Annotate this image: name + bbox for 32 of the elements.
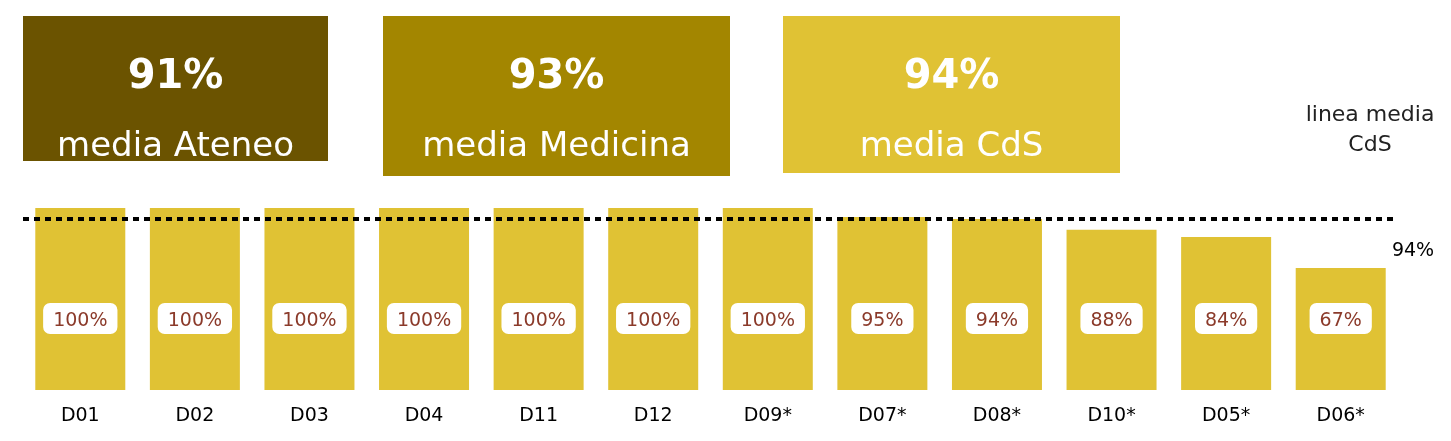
ref-line-label: linea media CdS [1305, 101, 1435, 157]
data-label: 95% [861, 307, 904, 330]
x-tick-label: D04 [404, 402, 444, 425]
text: 91% [127, 51, 224, 97]
x-tick-label: D03 [290, 402, 329, 425]
data-label: 100% [282, 307, 337, 330]
x-tick-label: D12 [633, 402, 673, 425]
text: 93% [508, 51, 605, 97]
data-label: 67% [1319, 307, 1362, 330]
data-label: 88% [1090, 307, 1133, 330]
data-label: 100% [511, 307, 566, 330]
x-tick-label: D06* [1316, 402, 1365, 425]
x-tick-label: D01 [60, 402, 100, 425]
annotation: 94% [1391, 237, 1435, 260]
x-tick-label: D08* [972, 402, 1022, 425]
data-label: 100% [740, 307, 795, 330]
text: media Medicina [422, 124, 691, 164]
data-label: 84% [1205, 307, 1248, 330]
data-label: 100% [53, 307, 108, 330]
x-tick-label: D11 [519, 402, 559, 425]
data-label: 100% [167, 307, 223, 330]
x-tick-label: D05* [1201, 402, 1251, 425]
text: media Ateneo [57, 124, 294, 164]
data-label: 100% [626, 307, 681, 330]
x-tick-label: D09* [743, 402, 792, 425]
data-label: 94% [975, 307, 1019, 330]
data-label: 100% [396, 307, 452, 330]
x-tick-label: D02 [175, 402, 215, 425]
x-tick-label: D10* [1087, 402, 1136, 425]
x-tick-label: D07* [858, 402, 907, 425]
text: 94% [903, 51, 1000, 97]
text: media CdS [859, 124, 1044, 164]
